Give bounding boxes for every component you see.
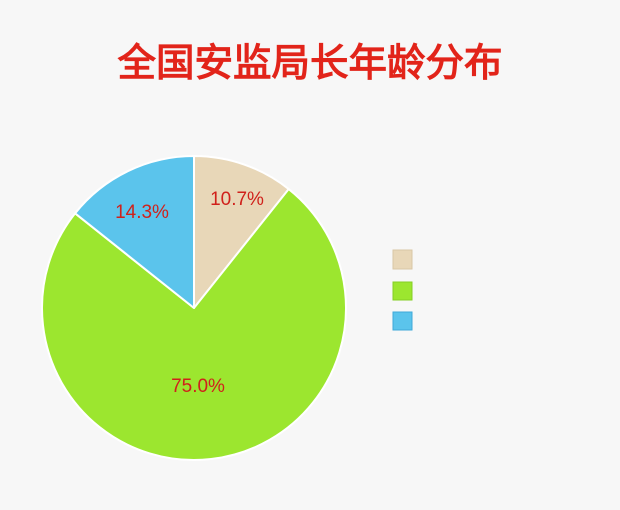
- svg-text:14.3%: 14.3%: [115, 202, 169, 223]
- svg-text:10.7%: 10.7%: [210, 189, 264, 210]
- svg-text:75.0%: 75.0%: [171, 376, 225, 397]
